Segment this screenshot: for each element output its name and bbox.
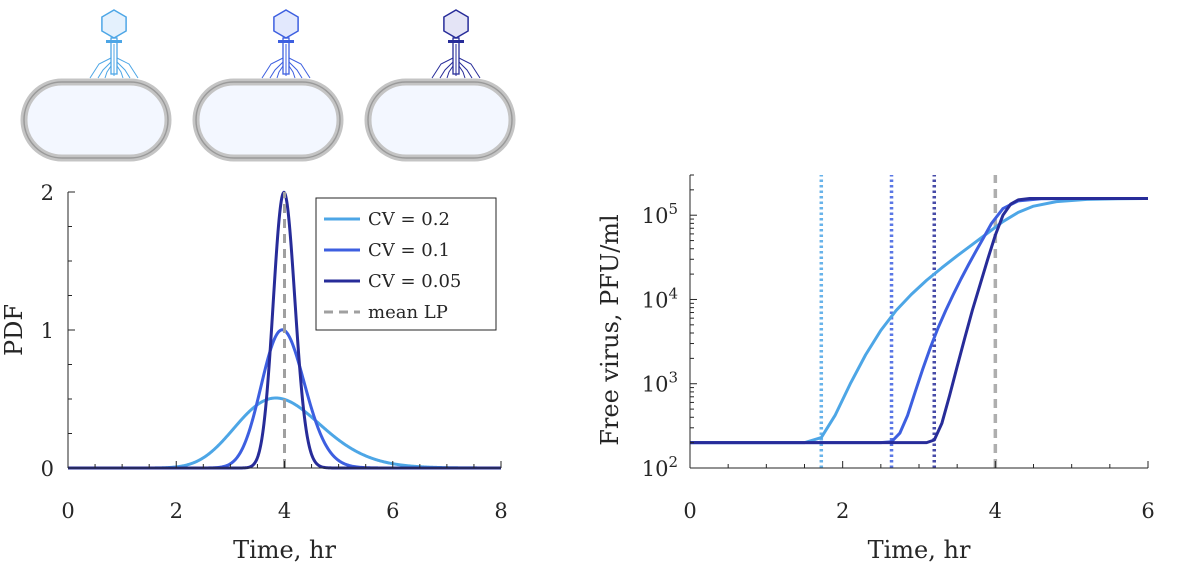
tail-fiber xyxy=(288,61,303,79)
capsid xyxy=(273,9,299,39)
y-tick-base: 10 xyxy=(642,204,669,228)
phage-on-cell-icon xyxy=(20,9,172,162)
tail-fiber xyxy=(261,57,284,79)
tail-fiber xyxy=(439,61,454,79)
cell-wall xyxy=(364,78,516,162)
y-tick-label: 103 xyxy=(642,369,678,397)
cell-wall xyxy=(192,78,344,162)
collar xyxy=(448,40,464,43)
y-tick-label: 102 xyxy=(642,453,678,481)
phage-illustration xyxy=(20,9,516,162)
y-tick-label: 105 xyxy=(642,200,678,228)
tail-fiber xyxy=(458,57,481,79)
y-tick-exponent: 3 xyxy=(668,369,678,387)
tail-fiber xyxy=(458,61,473,79)
capsid xyxy=(443,9,469,39)
legend-label: CV = 0.1 xyxy=(368,240,450,261)
series-line-2 xyxy=(690,196,1148,445)
y-axis-title: PDF xyxy=(0,304,28,356)
x-axis-title: Time, hr xyxy=(868,536,971,564)
legend-label: CV = 0.2 xyxy=(368,209,450,230)
cell-wall xyxy=(20,78,172,162)
legend-label: CV = 0.05 xyxy=(368,271,461,292)
tail-fiber xyxy=(116,61,131,79)
x-tick-label: 6 xyxy=(1141,499,1154,523)
y-tick-label: 2 xyxy=(41,181,54,205)
collar xyxy=(278,40,294,43)
axes: 0 2 4 6 8 0 1 2 Time, hr PDF xyxy=(0,181,508,564)
y-tick-label: 104 xyxy=(642,284,678,312)
tail-fiber xyxy=(116,65,124,79)
tail-fiber xyxy=(104,65,112,79)
x-tick-label: 2 xyxy=(836,499,849,523)
x-tick-label: 8 xyxy=(494,499,507,523)
y-tick-exponent: 5 xyxy=(668,200,678,218)
x-tick-label: 4 xyxy=(989,499,1002,523)
phage-on-cell-icon xyxy=(192,9,344,162)
tail-fiber xyxy=(89,57,112,79)
y-tick-base: 10 xyxy=(642,373,669,397)
tail-fiber xyxy=(288,65,296,79)
y-axis-title: Free virus, PFU/ml xyxy=(596,214,624,445)
x-tick-label: 6 xyxy=(386,499,399,523)
legend-label: mean LP xyxy=(368,302,448,323)
capsid xyxy=(101,9,127,39)
tail-fiber xyxy=(288,57,311,79)
x-tick-label: 2 xyxy=(170,499,183,523)
y-tick-base: 10 xyxy=(642,288,669,312)
x-tick-label: 4 xyxy=(278,499,291,523)
series-line-0 xyxy=(690,196,1149,445)
plot-area xyxy=(690,175,1149,468)
tail-fiber xyxy=(458,65,466,79)
x-tick-label: 0 xyxy=(683,499,696,523)
collar xyxy=(106,40,122,43)
cell-membrane xyxy=(195,81,341,159)
y-tick-exponent: 4 xyxy=(668,284,678,302)
phage-on-cell-icon xyxy=(364,9,516,162)
tail-fiber xyxy=(269,61,284,79)
tail-fiber xyxy=(97,61,112,79)
y-tick-label: 1 xyxy=(41,319,54,343)
y-tick-label: 0 xyxy=(41,457,54,481)
x-axis-title: Time, hr xyxy=(233,536,336,564)
tail-fiber xyxy=(116,57,139,79)
y-tick-base: 10 xyxy=(642,457,669,481)
cell-membrane xyxy=(367,81,513,159)
legend: CV = 0.2 CV = 0.1 CV = 0.05 mean LP xyxy=(315,197,497,331)
tail-fiber xyxy=(431,57,454,79)
cell-membrane xyxy=(23,81,169,159)
tail-fiber xyxy=(276,65,284,79)
x-tick-label: 0 xyxy=(61,499,74,523)
series-line-1 xyxy=(690,196,1148,445)
y-tick-exponent: 2 xyxy=(668,453,678,471)
tail-fiber xyxy=(446,65,454,79)
